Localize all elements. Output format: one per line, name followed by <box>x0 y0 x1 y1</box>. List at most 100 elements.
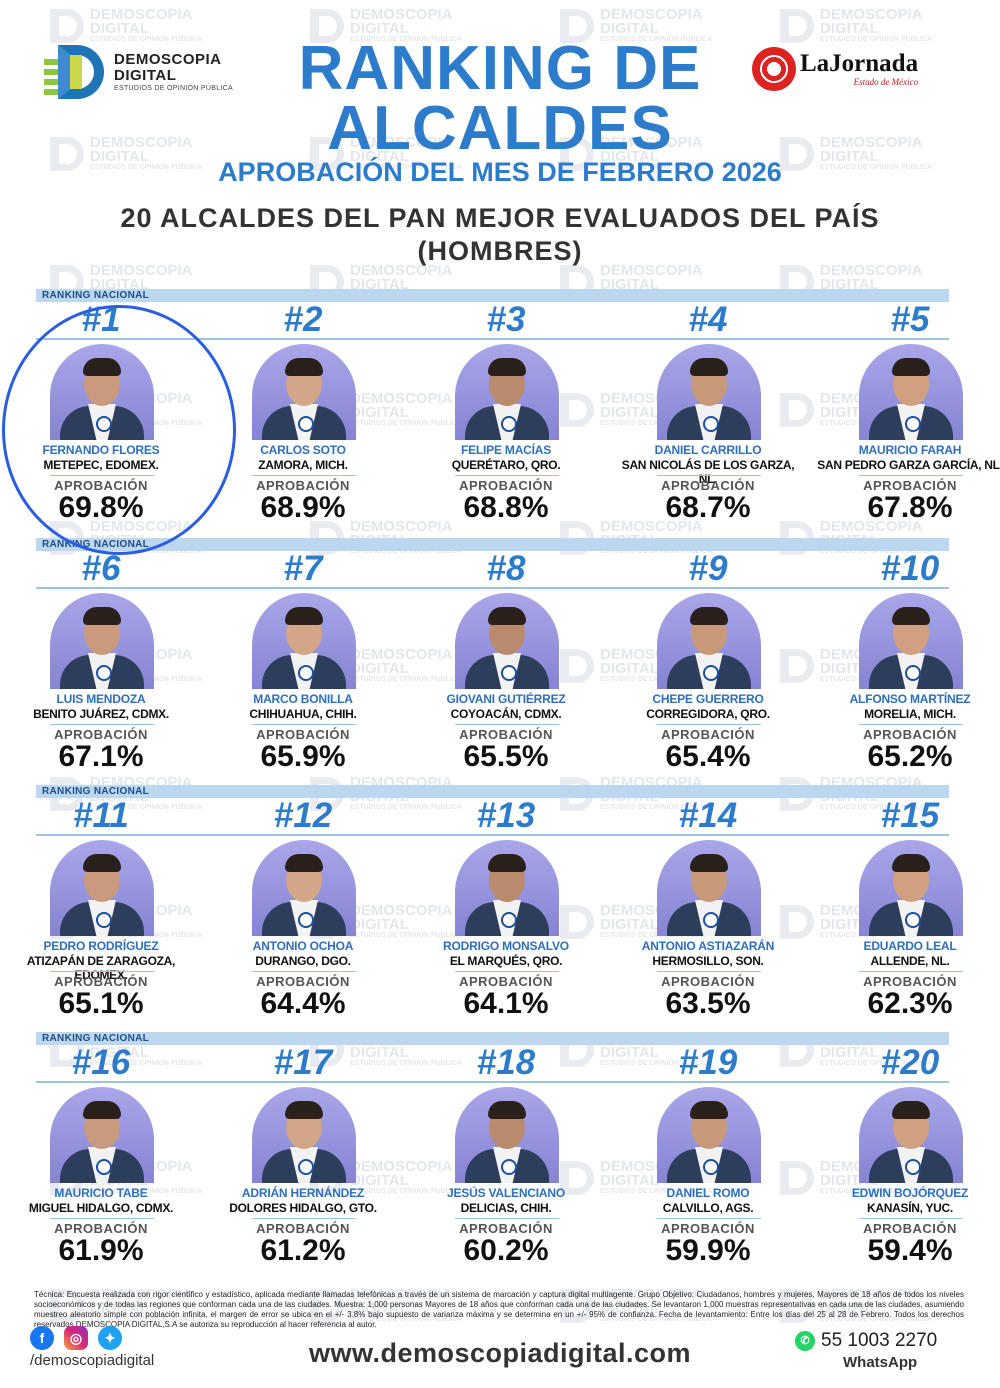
approval-value: 67.1% <box>58 740 144 773</box>
phone-number: 55 1003 2270 <box>821 1330 938 1351</box>
rank-number: #4 <box>688 300 728 339</box>
approval-value: 60.2% <box>463 1234 549 1267</box>
mayor-city: DURANGO, DGO. <box>255 954 351 968</box>
mayor-city: BENITO JUÁREZ, CDMX. <box>33 707 169 721</box>
logo-line2: DIGITAL <box>114 66 177 84</box>
mayor-name: ANTONIO ASTIAZARÁN <box>641 939 775 953</box>
mayor-city: MORELIA, MICH. <box>864 707 956 721</box>
card-divider <box>657 1218 761 1219</box>
pan-badge-icon <box>96 416 112 432</box>
card-divider <box>252 724 356 725</box>
approval-label: APROBACIÓN <box>661 1221 755 1236</box>
rank-number: #3 <box>486 300 526 339</box>
card-divider <box>455 475 559 476</box>
mayor-card: #16 MAURICIO TABE MIGUEL HIDALGO, CDMX. APR… <box>29 1045 246 1277</box>
pan-badge-icon <box>298 665 314 681</box>
mayor-name: ALFONSO MARTÍNEZ <box>849 692 971 706</box>
mayor-photo <box>252 840 356 936</box>
ranking-row: RANKING NACIONAL #1 FERNANDO FLORES METEPEC… <box>0 289 1000 535</box>
approval-label: APROBACIÓN <box>459 974 553 989</box>
mayor-card: #11 PEDRO RODRÍGUEZ ATIZAPÁN DE ZARAGOZA, … <box>27 796 246 1030</box>
pan-badge-icon <box>501 665 517 681</box>
website-link[interactable]: www.demoscopiadigital.com <box>308 1338 692 1368</box>
row-divider <box>36 834 949 836</box>
approval-label: APROBACIÓN <box>661 727 755 742</box>
mayor-name: DANIEL CARRILLO <box>654 443 762 457</box>
mayor-city: CORREGIDORA, QRO. <box>646 707 770 721</box>
mayor-city: QUERÉTARO, QRO. <box>451 458 561 472</box>
approval-label: APROBACIÓN <box>863 727 957 742</box>
card-divider <box>657 971 761 972</box>
pan-badge-icon <box>298 912 314 928</box>
mayor-name: RODRIGO MONSALVO <box>443 939 569 953</box>
mayor-photo <box>657 1087 761 1183</box>
social-icons: f ◎ ✦ <box>30 1326 122 1350</box>
rank-number: #11 <box>73 796 129 835</box>
mayor-city: HERMOSILLO, SON. <box>652 954 764 968</box>
approval-value: 65.5% <box>463 740 549 773</box>
card-divider <box>455 971 559 972</box>
mayor-photo <box>657 344 761 440</box>
mayor-city: CHIHUAHUA, CHIH. <box>249 707 357 721</box>
mayor-name: MAURICIO FARAH <box>858 443 962 457</box>
mayor-name: CHEPE GUERRERO <box>652 692 764 706</box>
whatsapp-contact[interactable]: ✆ 55 1003 2270 <box>795 1330 937 1352</box>
mayor-photo <box>859 593 963 689</box>
mayor-photo <box>859 344 963 440</box>
ranking-row-header: RANKING NACIONAL <box>36 538 949 551</box>
rank-number: #6 <box>81 549 121 588</box>
mayor-city: MIGUEL HIDALGO, CDMX. <box>28 1201 174 1215</box>
demoscopia-logo-icon <box>44 45 106 99</box>
section-heading-line1: 20 ALCALDES DEL PAN MEJOR EVALUADOS DEL … <box>120 203 880 233</box>
rank-number: #2 <box>283 300 323 339</box>
ranking-row-header: RANKING NACIONAL <box>36 289 949 302</box>
approval-label: APROBACIÓN <box>863 1221 957 1236</box>
card-divider <box>252 1218 356 1219</box>
mayor-card: #15 EDUARDO LEAL ALLENDE, NL. APROBACIÓN 62.… <box>855 798 1000 1030</box>
twitter-icon[interactable]: ✦ <box>98 1326 122 1350</box>
mayor-city: COYOACÁN, CDMX. <box>450 707 562 721</box>
card-divider <box>50 475 154 476</box>
rank-number: #14 <box>678 796 738 835</box>
mayor-name: GIOVANI GUTIÉRREZ <box>446 692 566 706</box>
rank-number: #17 <box>273 1043 333 1082</box>
row-divider <box>36 338 949 340</box>
pan-badge-icon <box>501 416 517 432</box>
mayor-card: #12 ANTONIO OCHOA DURANGO, DGO. APROBACIÓN 6… <box>248 798 448 1030</box>
card-divider <box>859 971 963 972</box>
approval-value: 62.3% <box>867 987 953 1020</box>
mayor-city: DOLORES HIDALGO, GTO. <box>229 1201 377 1215</box>
rank-number: #9 <box>688 549 728 588</box>
section-heading-line2: (HOMBRES) <box>417 236 583 266</box>
mayor-card: #6 LUIS MENDOZA BENITO JUÁREZ, CDMX. APROBA… <box>33 549 246 783</box>
mayor-name: LUIS MENDOZA <box>56 692 146 706</box>
facebook-icon[interactable]: f <box>30 1326 54 1350</box>
page-subtitle: APROBACIÓN DEL MES DE FEBRERO 2026 <box>218 157 782 187</box>
mayor-city: DELICIAS, CHIH. <box>460 1201 552 1215</box>
pan-badge-icon <box>905 665 921 681</box>
mayor-name: DANIEL ROMO <box>666 1186 750 1200</box>
pan-badge-icon <box>501 1159 517 1175</box>
mayor-card: #20 EDWIN BOJÓRQUEZ KANASÍN, YUC. APROBACIÓ… <box>852 1045 1000 1277</box>
approval-label: APROBACIÓN <box>54 478 148 493</box>
approval-label: APROBACIÓN <box>661 478 755 493</box>
approval-label: APROBACIÓN <box>256 1221 350 1236</box>
rank-number: #18 <box>476 1043 536 1082</box>
mayor-city: METEPEC, EDOMEX. <box>43 458 159 472</box>
mayor-photo <box>455 593 559 689</box>
ranking-label: RANKING NACIONAL <box>42 539 150 550</box>
mayor-city: ALLENDE, NL. <box>870 954 950 968</box>
instagram-icon[interactable]: ◎ <box>64 1326 88 1350</box>
rank-number: #13 <box>476 796 536 835</box>
mayor-name: JESÚS VALENCIANO <box>447 1186 565 1200</box>
mayor-photo <box>657 840 761 936</box>
mayor-card: #10 ALFONSO MARTÍNEZ MORELIA, MICH. APROBAC… <box>850 551 1000 783</box>
rank-number: #5 <box>890 300 930 339</box>
mayor-city: EL MARQUÉS, QRO. <box>449 954 563 968</box>
ranking-label: RANKING NACIONAL <box>42 1033 150 1044</box>
pan-badge-icon <box>703 1159 719 1175</box>
mayor-card: #3 FELIPE MACÍAS QUERÉTARO, QRO. APROBACIÓN… <box>451 302 651 534</box>
approval-value: 61.2% <box>260 1234 346 1267</box>
